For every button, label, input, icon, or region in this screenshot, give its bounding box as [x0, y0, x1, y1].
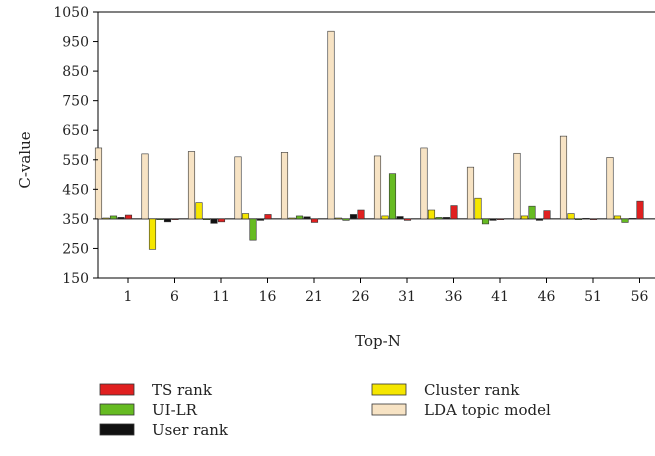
bar [334, 217, 343, 220]
bar [117, 217, 125, 220]
bar [187, 151, 196, 220]
legend: TS rank UI-LR User rank Cluster rank LDA top… [99, 381, 551, 439]
x-tick-label: 51 [584, 289, 602, 305]
x-tick-label: 1 [124, 289, 133, 305]
bar [202, 218, 211, 220]
bar [496, 218, 505, 220]
bar [489, 218, 497, 221]
legend-label: Cluster rank [424, 381, 520, 399]
bar [528, 205, 536, 220]
axes [97, 11, 655, 279]
y-tick-label: 850 [62, 64, 89, 80]
bar [264, 214, 272, 220]
legend-swatch [371, 383, 407, 396]
x-tick-label: 36 [445, 289, 463, 305]
y-tick-label: 450 [62, 182, 89, 198]
bar [217, 218, 226, 223]
bar [606, 157, 614, 220]
x-tick-label: 26 [352, 289, 370, 305]
bar [241, 213, 250, 220]
bar [234, 156, 242, 220]
bar [280, 152, 289, 220]
bar [141, 153, 149, 220]
bar [427, 209, 436, 220]
y-tick-label: 750 [62, 94, 89, 110]
bar [102, 217, 110, 220]
bar [636, 200, 644, 220]
bar [249, 218, 257, 241]
x-tick-label: 16 [259, 289, 277, 305]
bar [582, 217, 590, 220]
y-tick-label: 150 [62, 271, 89, 287]
bar [342, 218, 350, 221]
bars [94, 30, 644, 250]
bar [420, 147, 428, 220]
bar [559, 135, 568, 220]
bar [574, 218, 583, 220]
bar [520, 215, 529, 220]
bar [256, 218, 265, 221]
x-tick-label: 41 [491, 289, 509, 305]
bar [148, 218, 157, 250]
bar [373, 155, 382, 220]
bar [357, 209, 365, 220]
y-tick-label: 1050 [53, 5, 89, 21]
bar [163, 218, 172, 223]
y-tick-label: 950 [62, 35, 89, 51]
legend-label: TS rank [152, 381, 213, 399]
y-tick-label: 550 [62, 153, 89, 169]
bar [124, 214, 133, 220]
bar [567, 213, 575, 220]
legend-swatch [99, 383, 135, 396]
bar [210, 218, 218, 224]
bar [589, 218, 598, 220]
bar [474, 197, 482, 220]
x-tick-label: 56 [631, 289, 649, 305]
bar [613, 215, 622, 220]
x-tick-label: 31 [398, 289, 416, 305]
bar [396, 216, 404, 220]
bar [295, 215, 304, 220]
y-axis-title: C-value [16, 131, 34, 188]
bar [403, 218, 412, 221]
bar [621, 218, 629, 223]
bar [535, 218, 544, 221]
bar [171, 218, 179, 220]
bar [303, 216, 311, 220]
y-tick-label: 350 [62, 212, 89, 228]
bar [435, 217, 443, 220]
x-tick-label: 11 [212, 289, 230, 305]
bar [195, 202, 203, 220]
legend-swatch [99, 403, 135, 416]
bar [450, 205, 458, 220]
legend-swatch [371, 403, 407, 416]
x-tick-label: 21 [305, 289, 323, 305]
bar [94, 147, 103, 220]
legend-label: UI-LR [152, 401, 198, 419]
bar [388, 173, 397, 220]
y-tick-label: 250 [62, 241, 89, 257]
y-tick-label: 650 [62, 123, 89, 139]
bar [310, 218, 319, 223]
bar [442, 217, 451, 220]
bar [109, 215, 118, 220]
bar [288, 217, 296, 220]
bar [543, 210, 551, 220]
x-tick-label: 46 [538, 289, 556, 305]
bar [327, 30, 335, 220]
legend-swatch [99, 423, 135, 436]
bar [156, 218, 164, 220]
bar [628, 217, 637, 220]
x-axis-title: Top-N [355, 332, 401, 350]
legend-label: LDA topic model [424, 401, 551, 419]
bar [381, 215, 389, 220]
bar [481, 218, 490, 225]
bar [513, 152, 521, 220]
bar [349, 214, 358, 220]
legend-label: User rank [152, 421, 229, 439]
x-tick-label: 6 [170, 289, 179, 305]
bar [466, 166, 475, 220]
